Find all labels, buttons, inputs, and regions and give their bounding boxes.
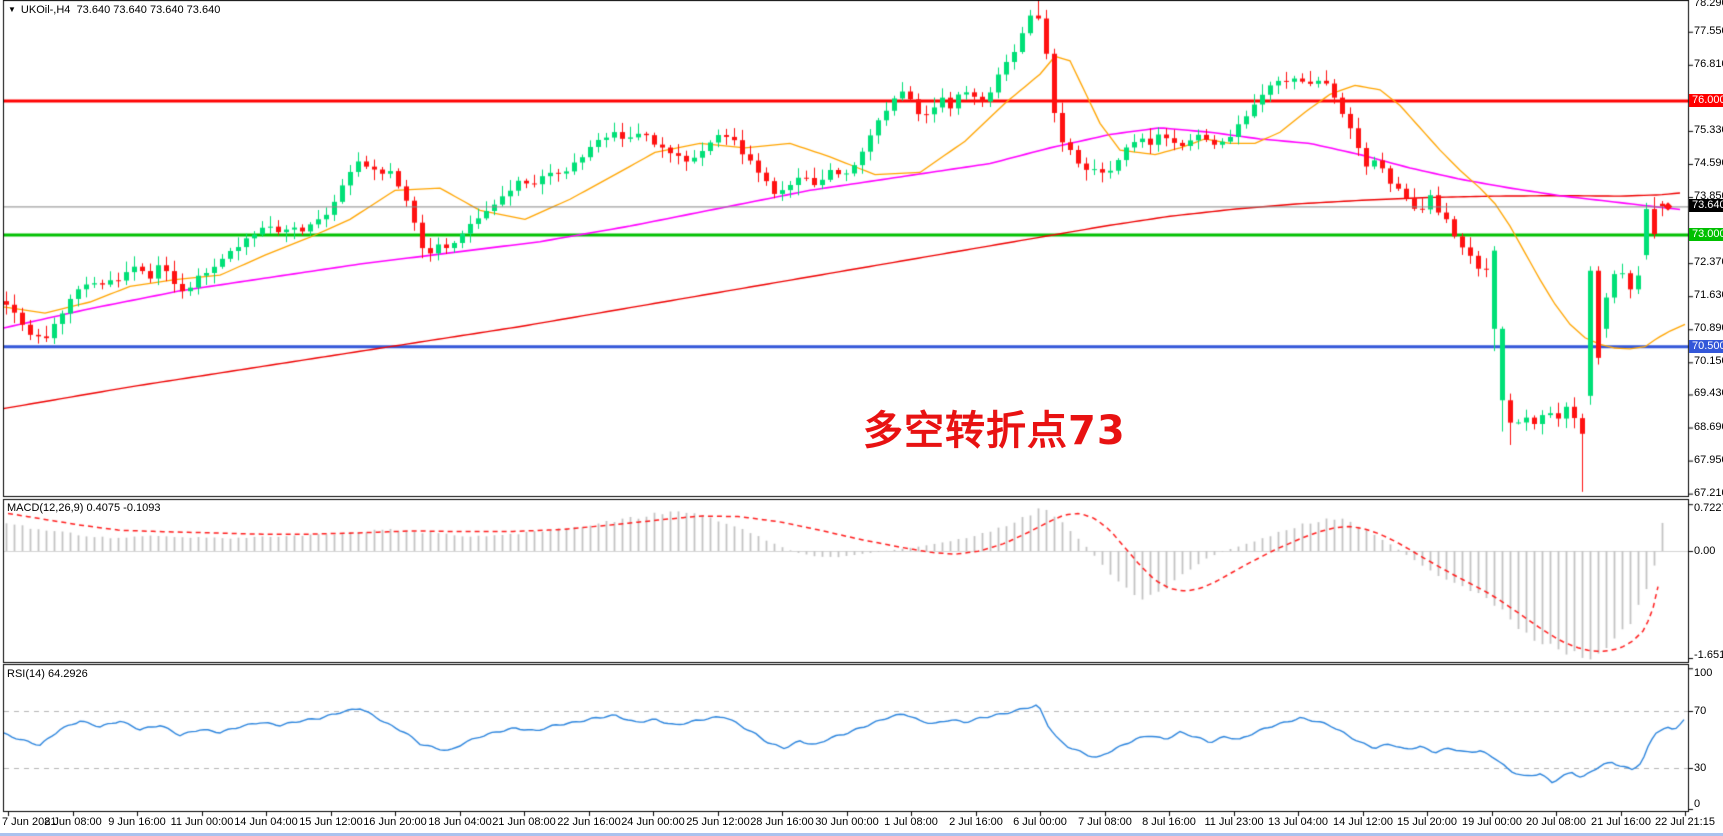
time-axis-label: 16 Jun 20:00 — [363, 816, 427, 828]
price-axis-label: 75.330 — [1694, 123, 1723, 136]
bottom-window-edge — [0, 833, 1723, 836]
rsi-axis-label: 0 — [1694, 798, 1701, 810]
time-axis-label: 11 Jun 00:00 — [170, 816, 234, 828]
time-axis-label: 18 Jun 04:00 — [428, 816, 492, 828]
time-axis-label: 11 Jul 23:00 — [1204, 816, 1264, 828]
symbol-dropdown-icon[interactable]: ▼ — [8, 5, 16, 14]
time-axis-label: 24 Jun 00:00 — [621, 816, 685, 828]
price-axis-label: 73.850 — [1694, 190, 1723, 203]
time-axis-label: 8 Jun 08:00 — [44, 816, 102, 828]
price-axis-label: 77.550 — [1694, 24, 1723, 37]
price-axis-label: 78.290 — [1694, 0, 1723, 9]
price-axis-label: 69.430 — [1694, 387, 1723, 400]
price-axis-label: 76.810 — [1694, 57, 1723, 70]
price-line-label: 73.000 — [1689, 228, 1723, 241]
time-axis-label: 14 Jul 12:00 — [1333, 816, 1393, 828]
time-axis-label: 20 Jul 08:00 — [1526, 816, 1586, 828]
price-line-label: 76.000 — [1689, 93, 1723, 107]
price-axis-label: 68.690 — [1694, 420, 1723, 433]
symbol-ohlc: 73.640 73.640 73.640 73.640 — [76, 4, 221, 16]
time-axis-label: 15 Jun 12:00 — [299, 816, 363, 828]
time-axis-label: 9 Jun 16:00 — [108, 816, 166, 828]
macd-indicator-label: MACD(12,26,9) 0.4075 -0.1093 — [7, 502, 161, 514]
time-axis-label: 22 Jun 16:00 — [557, 816, 621, 828]
time-axis-label: 13 Jul 04:00 — [1268, 816, 1328, 828]
time-axis-label: 21 Jul 16:00 — [1591, 816, 1651, 828]
rsi-axis-label: 30 — [1694, 762, 1707, 774]
price-axis-label: 72.370 — [1694, 256, 1723, 269]
annotation-text[interactable]: 多空转折点73 — [863, 408, 1126, 454]
price-axis-label: 67.950 — [1694, 453, 1723, 466]
time-axis-label: 7 Jun 2021 — [2, 816, 57, 828]
time-axis-label: 1 Jul 08:00 — [884, 816, 938, 828]
macd-axis-label: -1.6517 — [1694, 649, 1723, 661]
symbol-name: UKOil-,H4 — [20, 4, 71, 16]
time-axis-label: 22 Jul 21:15 — [1655, 816, 1715, 828]
price-axis-label: 71.630 — [1694, 289, 1723, 302]
time-axis-label: 19 Jul 00:00 — [1462, 816, 1522, 828]
time-axis-label: 6 Jul 00:00 — [1013, 816, 1067, 828]
time-axis-label: 25 Jun 12:00 — [686, 816, 750, 828]
time-axis-label: 28 Jun 16:00 — [750, 816, 814, 828]
symbol-info[interactable]: ▼ UKOil-,H4 73.640 73.640 73.640 73.640 — [8, 4, 220, 16]
price-axis-label: 70.150 — [1694, 355, 1723, 368]
price-line-label: 70.500 — [1689, 339, 1723, 353]
current-price-label: 73.640 — [1689, 199, 1723, 213]
rsi-indicator-label: RSI(14) 64.2926 — [7, 668, 88, 680]
price-axis-label: 67.210 — [1694, 486, 1723, 499]
time-axis-label: 21 Jun 08:00 — [492, 816, 556, 828]
rsi-axis-label: 70 — [1694, 705, 1707, 717]
time-axis-label: 2 Jul 16:00 — [949, 816, 1003, 828]
price-axis-label: 74.590 — [1694, 156, 1723, 169]
time-axis-label: 8 Jul 16:00 — [1142, 816, 1196, 828]
time-axis-label: 7 Jul 08:00 — [1078, 816, 1132, 828]
price-axis-label: 70.890 — [1694, 322, 1723, 335]
macd-axis-label: 0.7227 — [1694, 502, 1723, 514]
macd-axis-label: 0.00 — [1694, 545, 1716, 557]
rsi-axis-label: 100 — [1694, 667, 1713, 679]
time-axis-label: 14 Jun 04:00 — [234, 816, 298, 828]
time-axis-label: 15 Jul 20:00 — [1397, 816, 1457, 828]
time-axis-label: 30 Jun 00:00 — [815, 816, 879, 828]
